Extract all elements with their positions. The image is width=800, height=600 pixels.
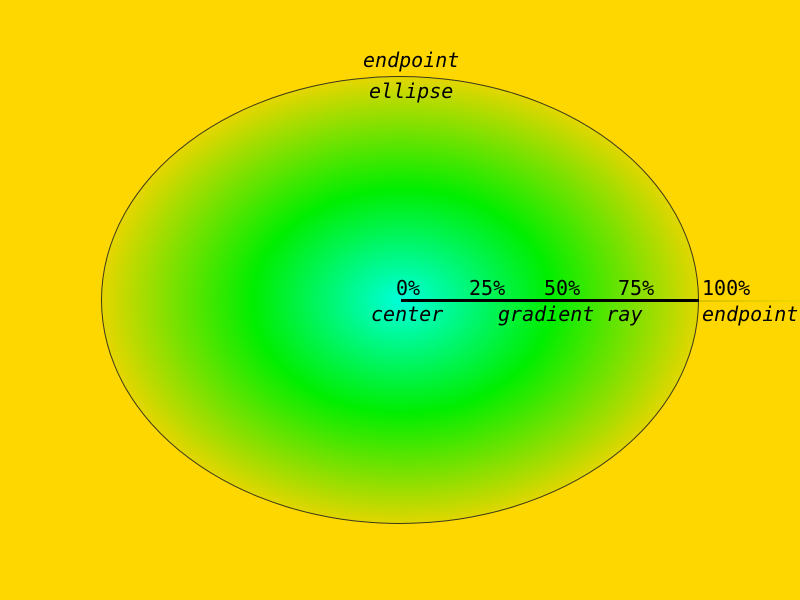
stop-label-0: 0% (396, 276, 421, 300)
stop-label-100: 100% (702, 276, 751, 300)
stop-label-50: 50% (544, 276, 581, 300)
gradient-ray-tail (699, 300, 800, 302)
ellipse-endpoint-label: endpoint (363, 48, 460, 72)
ray-endpoint-label: endpoint (702, 302, 799, 326)
ellipse-label: ellipse (369, 79, 454, 103)
stop-label-75: 75% (618, 276, 655, 300)
center-label: center (371, 302, 444, 326)
gradient-ray-line (401, 299, 699, 302)
stop-label-25: 25% (469, 276, 506, 300)
gradient-ray-label: gradient ray (498, 302, 643, 326)
